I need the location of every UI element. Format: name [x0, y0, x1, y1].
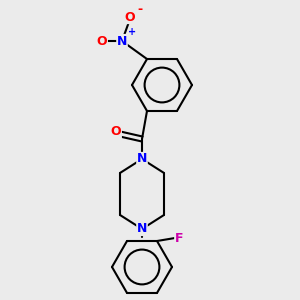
Text: O: O — [125, 11, 135, 23]
Text: -: - — [137, 3, 142, 16]
Text: N: N — [137, 152, 147, 166]
Text: F: F — [175, 232, 183, 244]
Text: O: O — [111, 125, 121, 139]
Text: +: + — [128, 27, 136, 37]
Text: O: O — [97, 34, 107, 47]
Text: N: N — [137, 223, 147, 236]
Text: N: N — [117, 34, 127, 47]
